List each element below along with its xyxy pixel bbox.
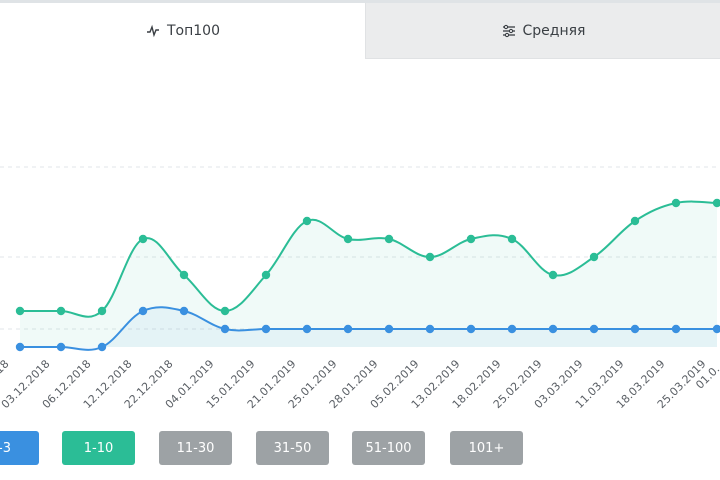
- sliders-icon: [501, 23, 517, 39]
- data-point-1-10: [384, 234, 394, 244]
- filter-label: 101+: [468, 440, 505, 456]
- data-point-1-10: [507, 234, 517, 244]
- data-point-1-10: [671, 198, 681, 208]
- data-point-1-3: [220, 324, 230, 334]
- data-point-1-3: [507, 324, 517, 334]
- filter-11-30-button[interactable]: 11-30: [159, 431, 232, 465]
- data-point-1-3: [302, 324, 312, 334]
- data-point-1-10: [712, 198, 720, 208]
- tab-top100-label: Топ100: [167, 23, 220, 39]
- data-point-1-3: [56, 342, 66, 352]
- filter-top3-button[interactable]: -3: [0, 431, 39, 465]
- top-border: [0, 0, 720, 3]
- data-point-1-10: [548, 270, 558, 280]
- data-point-1-3: [343, 324, 353, 334]
- filter-label: 51-100: [365, 440, 412, 456]
- data-point-1-10: [15, 306, 25, 316]
- filter-1-10-button[interactable]: 1-10: [62, 431, 135, 465]
- data-point-1-10: [425, 252, 435, 262]
- data-point-1-10: [261, 270, 271, 280]
- data-point-1-10: [302, 216, 312, 226]
- activity-icon: [145, 23, 161, 39]
- data-point-1-10: [343, 234, 353, 244]
- data-point-1-3: [261, 324, 271, 334]
- x-tick-label: …2018: [0, 357, 12, 394]
- filter-31-50-button[interactable]: 31-50: [256, 431, 329, 465]
- data-point-1-10: [138, 234, 148, 244]
- tab-average[interactable]: Средняя: [365, 3, 720, 59]
- data-point-1-10: [466, 234, 476, 244]
- data-point-1-10: [56, 306, 66, 316]
- data-point-1-3: [425, 324, 435, 334]
- filter-label: 1-10: [83, 440, 114, 456]
- data-point-1-3: [466, 324, 476, 334]
- data-point-1-10: [179, 270, 189, 280]
- series-area-1-10: [20, 201, 717, 347]
- filter-51-100-button[interactable]: 51-100: [352, 431, 425, 465]
- data-point-1-3: [15, 342, 25, 352]
- tab-top100[interactable]: Топ100: [0, 3, 365, 59]
- data-point-1-10: [220, 306, 230, 316]
- data-point-1-3: [384, 324, 394, 334]
- series-area-1-3: [20, 307, 717, 350]
- data-point-1-3: [589, 324, 599, 334]
- filter-101-plus-button[interactable]: 101+: [450, 431, 523, 465]
- positions-chart: …201803.12.201806.12.201812.12.201822.12…: [0, 166, 720, 411]
- data-point-1-10: [630, 216, 640, 226]
- data-point-1-3: [712, 324, 720, 334]
- tab-average-label: Средняя: [522, 22, 586, 39]
- data-point-1-3: [671, 324, 681, 334]
- data-point-1-3: [138, 306, 148, 316]
- filter-label: 31-50: [273, 440, 312, 456]
- filter-label: 11-30: [176, 440, 215, 456]
- data-point-1-10: [97, 306, 107, 316]
- data-point-1-3: [97, 342, 107, 352]
- data-point-1-3: [630, 324, 640, 334]
- chart-tabs: Топ100 Средняя: [0, 3, 720, 59]
- data-point-1-3: [179, 306, 189, 316]
- data-point-1-10: [589, 252, 599, 262]
- filter-label: -3: [0, 440, 11, 456]
- position-filters: -3 1-10 11-30 31-50 51-100 101+: [0, 431, 720, 467]
- data-point-1-3: [548, 324, 558, 334]
